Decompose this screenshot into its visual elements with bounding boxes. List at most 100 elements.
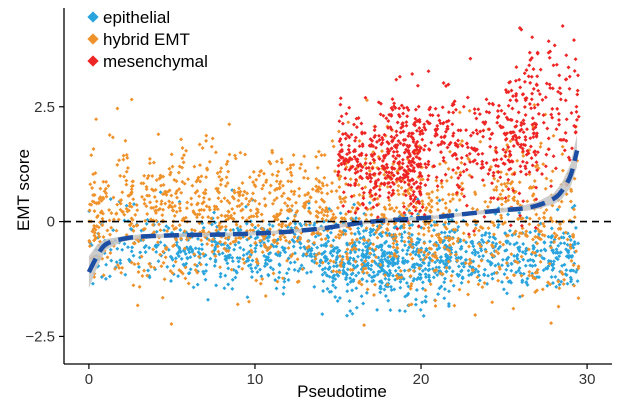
point-mesenchymal	[414, 128, 419, 133]
point-hybrid-emt	[131, 228, 136, 233]
point-hybrid-emt	[408, 274, 413, 278]
point-mesenchymal	[481, 134, 486, 139]
point-mesenchymal	[491, 158, 496, 163]
point-hybrid-emt	[480, 285, 485, 290]
point-epithelial	[154, 229, 159, 234]
point-hybrid-emt	[278, 211, 283, 216]
point-hybrid-emt	[448, 149, 452, 154]
point-hybrid-emt	[97, 234, 102, 239]
point-hybrid-emt	[131, 197, 136, 202]
point-hybrid-emt	[145, 212, 150, 216]
point-mesenchymal	[395, 120, 400, 125]
point-mesenchymal	[523, 166, 528, 171]
point-epithelial	[525, 276, 530, 281]
point-hybrid-emt	[349, 231, 354, 236]
point-hybrid-emt	[108, 251, 113, 255]
point-mesenchymal	[394, 77, 399, 82]
point-mesenchymal	[508, 98, 513, 103]
point-hybrid-emt	[219, 166, 224, 171]
point-mesenchymal	[390, 165, 395, 170]
point-hybrid-emt	[375, 196, 380, 201]
point-hybrid-emt	[100, 216, 105, 221]
point-mesenchymal	[402, 210, 407, 215]
point-epithelial	[348, 276, 353, 281]
point-epithelial	[512, 242, 517, 247]
point-hybrid-emt	[523, 232, 528, 237]
point-hybrid-emt	[154, 218, 159, 223]
point-mesenchymal	[475, 131, 480, 136]
point-epithelial	[223, 227, 228, 232]
point-hybrid-emt	[331, 212, 336, 217]
point-mesenchymal	[550, 86, 555, 91]
point-mesenchymal	[349, 194, 354, 199]
point-mesenchymal	[361, 196, 366, 201]
point-epithelial	[270, 224, 275, 228]
point-epithelial	[138, 250, 143, 255]
point-epithelial	[428, 239, 432, 244]
point-hybrid-emt	[207, 207, 212, 212]
point-epithelial	[565, 281, 570, 286]
point-hybrid-emt	[161, 174, 166, 179]
point-epithelial	[356, 270, 361, 275]
point-epithelial	[509, 268, 514, 273]
point-epithelial	[115, 246, 120, 251]
point-hybrid-emt	[186, 177, 191, 182]
point-mesenchymal	[402, 180, 407, 185]
point-epithelial	[420, 280, 425, 285]
point-hybrid-emt	[172, 213, 177, 218]
point-mesenchymal	[393, 156, 398, 161]
x-tick-label: 30	[579, 371, 596, 388]
point-epithelial	[356, 226, 361, 231]
point-mesenchymal	[528, 80, 533, 85]
point-hybrid-emt	[305, 239, 310, 244]
point-hybrid-emt	[369, 212, 374, 217]
point-hybrid-emt	[395, 245, 400, 250]
point-hybrid-emt	[233, 239, 238, 244]
point-mesenchymal	[549, 112, 554, 117]
x-tick-label: 10	[247, 371, 264, 388]
point-mesenchymal	[428, 113, 433, 117]
point-hybrid-emt	[122, 174, 127, 179]
point-hybrid-emt	[101, 273, 106, 278]
point-mesenchymal	[415, 83, 420, 88]
point-mesenchymal	[381, 113, 386, 118]
point-hybrid-emt	[199, 174, 204, 179]
point-hybrid-emt	[169, 152, 174, 157]
point-epithelial	[366, 266, 371, 271]
point-mesenchymal	[416, 164, 421, 169]
point-hybrid-emt	[152, 230, 157, 235]
point-mesenchymal	[537, 92, 542, 97]
point-hybrid-emt	[168, 170, 173, 175]
point-hybrid-emt	[226, 249, 231, 253]
point-hybrid-emt	[107, 218, 112, 223]
point-mesenchymal	[366, 165, 371, 170]
point-hybrid-emt	[393, 232, 398, 237]
point-epithelial	[165, 264, 170, 269]
point-mesenchymal	[424, 165, 429, 170]
point-epithelial	[124, 203, 129, 208]
point-epithelial	[109, 258, 114, 263]
point-hybrid-emt	[527, 186, 532, 190]
point-epithelial	[235, 255, 240, 260]
point-hybrid-emt	[140, 194, 144, 199]
point-hybrid-emt	[125, 209, 130, 214]
point-hybrid-emt	[341, 197, 346, 201]
point-mesenchymal	[358, 163, 363, 168]
point-mesenchymal	[550, 106, 555, 111]
point-hybrid-emt	[429, 204, 434, 209]
point-hybrid-emt	[492, 223, 497, 228]
point-hybrid-emt	[141, 181, 146, 186]
point-hybrid-emt	[92, 238, 97, 243]
point-hybrid-emt	[174, 209, 179, 214]
point-epithelial	[490, 276, 495, 281]
point-epithelial	[482, 267, 487, 272]
point-hybrid-emt	[251, 228, 256, 233]
point-hybrid-emt	[169, 322, 174, 326]
point-epithelial	[222, 286, 227, 291]
point-hybrid-emt	[460, 139, 465, 143]
point-hybrid-emt	[371, 223, 376, 228]
point-hybrid-emt	[310, 187, 315, 192]
point-mesenchymal	[572, 38, 576, 43]
point-hybrid-emt	[147, 193, 152, 198]
